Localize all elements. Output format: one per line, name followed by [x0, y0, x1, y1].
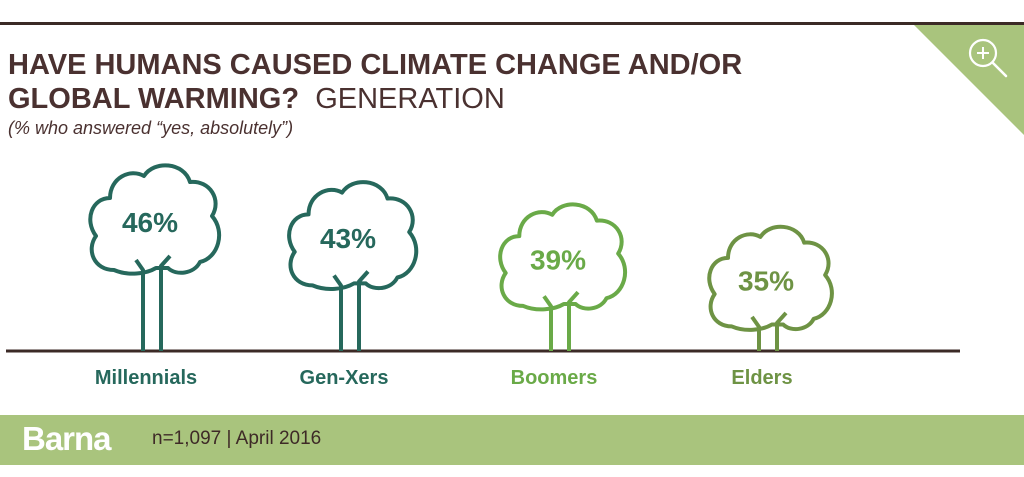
- category-label: Elders: [731, 367, 792, 389]
- top-rule: [0, 22, 1024, 25]
- tree-trunk-right: [775, 311, 788, 351]
- tree-trunk-left: [750, 315, 761, 351]
- zoom-in-icon[interactable]: [964, 34, 1010, 80]
- tree-mark-gen-xers: 43% Gen-Xers: [287, 180, 419, 389]
- tree-chart: 46% Millennials 43% Gen-Xers 39% Boomers 35% El…: [6, 163, 960, 389]
- chart-title-suffix: GENERATION: [315, 83, 505, 115]
- value-label: 46%: [122, 207, 178, 238]
- tree-crown: [88, 163, 222, 276]
- category-label: Boomers: [511, 367, 598, 389]
- tree-trunk-left: [134, 258, 145, 351]
- tree-trunk-left: [332, 274, 343, 351]
- value-label: 39%: [530, 244, 586, 275]
- tree-trunk-left: [542, 295, 553, 351]
- tree-trunk-right: [159, 254, 172, 351]
- chart-title: HAVE HUMANS CAUSED CLIMATE CHANGE AND/OR…: [8, 48, 828, 116]
- tree-crown: [707, 224, 834, 332]
- tree-crown: [287, 180, 419, 291]
- tree-crown: [498, 202, 628, 312]
- chart-title-main: HAVE HUMANS CAUSED CLIMATE CHANGE AND/OR…: [8, 49, 743, 115]
- tree-trunk-right: [357, 270, 370, 351]
- tree-mark-boomers: 39% Boomers: [498, 202, 628, 389]
- value-label: 43%: [320, 223, 376, 254]
- value-label: 35%: [738, 266, 794, 297]
- sample-info: n=1,097 | April 2016: [152, 428, 322, 449]
- chart-subtitle: (% who answered “yes, absolutely”): [8, 118, 294, 138]
- category-label: Millennials: [95, 367, 197, 389]
- tree-mark-millennials: 46% Millennials: [88, 163, 222, 389]
- tree-mark-elders: 35% Elders: [707, 224, 834, 389]
- category-label: Gen-Xers: [300, 367, 389, 389]
- footer-bar: Barna n=1,097 | April 2016: [0, 415, 1024, 465]
- brand-logo: Barna: [22, 420, 112, 457]
- tree-trunk-right: [567, 290, 580, 351]
